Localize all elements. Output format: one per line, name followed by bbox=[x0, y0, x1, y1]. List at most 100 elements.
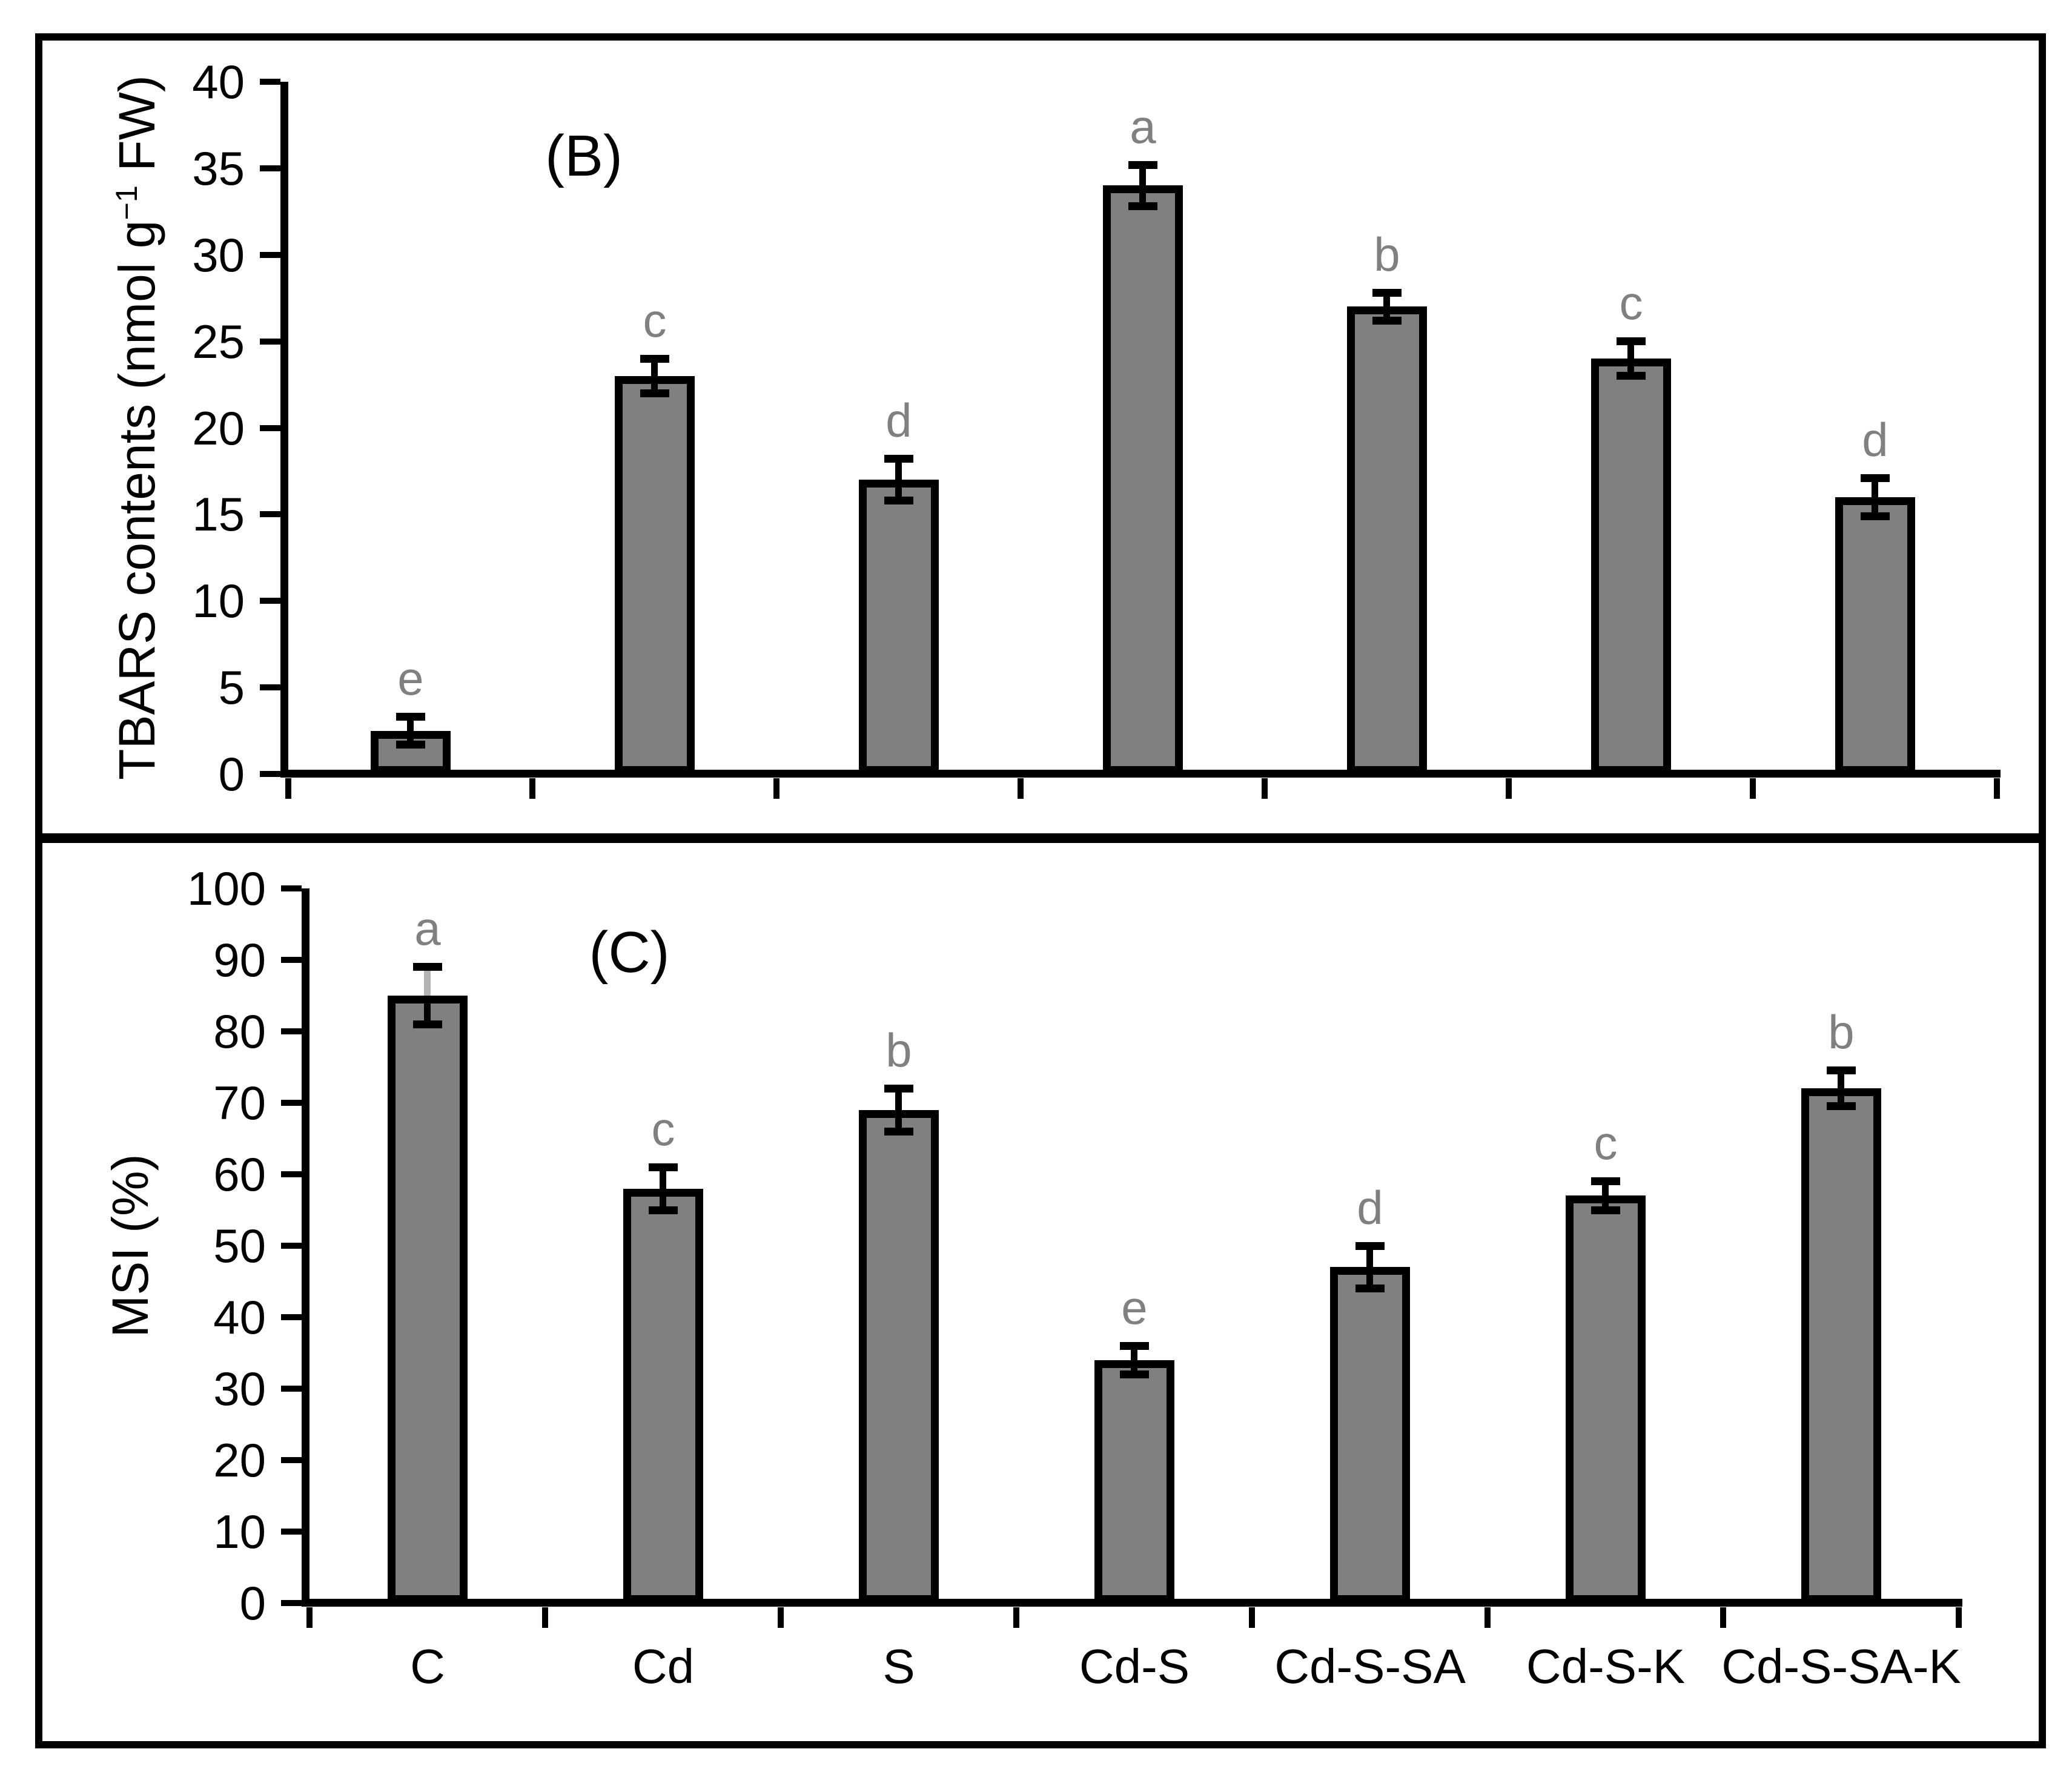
x-axis-category-label: Cd-S-SA bbox=[1274, 1639, 1466, 1693]
error-bar-bottom-cap bbox=[1355, 1284, 1385, 1292]
significance-letter: e bbox=[397, 652, 424, 705]
bar bbox=[1330, 1267, 1410, 1603]
y-axis-tick bbox=[281, 957, 302, 963]
y-axis-tick bbox=[281, 1314, 302, 1320]
error-bar-top-cap bbox=[1617, 337, 1646, 345]
panel-b-label: (B) bbox=[545, 124, 623, 188]
y-axis-tick-label: 40 bbox=[213, 1291, 266, 1344]
bar bbox=[859, 1110, 939, 1603]
bar bbox=[1094, 1360, 1174, 1603]
y-axis-tick bbox=[260, 598, 280, 604]
x-axis-category-label: Cd-S bbox=[1079, 1639, 1190, 1693]
error-bar-upper-whisker bbox=[424, 967, 431, 996]
y-axis-tick-label: 80 bbox=[213, 1005, 266, 1058]
panel-b-y-axis-title-suffix: FW) bbox=[108, 75, 165, 186]
x-axis-tick bbox=[1018, 778, 1024, 799]
x-axis-tick bbox=[1262, 778, 1268, 799]
error-bar-bottom-cap bbox=[640, 389, 669, 397]
significance-letter: c bbox=[643, 294, 667, 347]
error-bar-whisker bbox=[1602, 1182, 1609, 1210]
x-axis-tick bbox=[1956, 1607, 1962, 1628]
error-bar-top-cap bbox=[396, 713, 425, 721]
y-axis-tick bbox=[260, 425, 280, 431]
y-axis-tick-label: 30 bbox=[213, 1362, 266, 1415]
x-axis-tick bbox=[542, 1607, 548, 1628]
y-axis-line bbox=[302, 888, 309, 1603]
y-axis-tick-label: 35 bbox=[192, 142, 245, 195]
y-axis-tick bbox=[281, 1529, 302, 1535]
y-axis-tick-label: 10 bbox=[213, 1505, 266, 1558]
x-axis-tick bbox=[285, 778, 291, 799]
bar bbox=[1103, 185, 1183, 774]
y-axis-tick-label: 40 bbox=[192, 55, 245, 108]
error-bar-bottom-cap bbox=[884, 497, 913, 504]
significance-letter: c bbox=[1619, 276, 1643, 329]
error-bar-bottom-cap bbox=[1372, 317, 1402, 325]
bar bbox=[859, 480, 939, 774]
error-bar-top-cap bbox=[884, 1085, 913, 1093]
significance-letter: d bbox=[885, 394, 912, 447]
significance-letter: c bbox=[1594, 1116, 1618, 1169]
error-bar-bottom-cap bbox=[649, 1206, 678, 1214]
y-axis-tick bbox=[281, 1171, 302, 1177]
y-axis-tick-label: 10 bbox=[192, 574, 245, 627]
error-bar-whisker bbox=[651, 359, 658, 393]
significance-letter: d bbox=[1862, 413, 1888, 466]
error-bar-bottom-cap bbox=[1617, 372, 1646, 380]
y-axis-tick-label: 70 bbox=[213, 1076, 266, 1129]
y-axis-tick bbox=[260, 79, 280, 85]
error-bar-whisker bbox=[895, 459, 902, 501]
y-axis-tick-label: 25 bbox=[192, 315, 245, 368]
y-axis-tick bbox=[281, 1028, 302, 1034]
figure-border bbox=[35, 33, 2046, 1748]
bar bbox=[1591, 359, 1671, 774]
x-axis-tick bbox=[1750, 778, 1756, 799]
error-bar-whisker bbox=[1627, 342, 1634, 376]
y-axis-tick-label: 30 bbox=[192, 228, 245, 282]
significance-letter: a bbox=[414, 902, 441, 955]
error-bar-lower-whisker bbox=[424, 996, 431, 1024]
panel-b-y-axis-title-superscript: −1 bbox=[109, 185, 144, 220]
significance-letter: b bbox=[885, 1023, 912, 1077]
error-bar-top-cap bbox=[1372, 289, 1402, 297]
y-axis-tick bbox=[281, 885, 302, 891]
y-axis-tick bbox=[281, 1243, 302, 1249]
y-axis-tick bbox=[281, 1100, 302, 1106]
panel-divider bbox=[42, 833, 2039, 843]
bar bbox=[1566, 1195, 1646, 1603]
error-bar-bottom-cap bbox=[396, 741, 425, 749]
significance-letter: e bbox=[1121, 1281, 1148, 1334]
x-axis-tick bbox=[306, 1607, 313, 1628]
y-axis-line bbox=[280, 82, 288, 774]
error-bar-whisker bbox=[1872, 478, 1878, 516]
error-bar-whisker bbox=[660, 1167, 666, 1210]
x-axis-category-label: Cd-S-SA-K bbox=[1721, 1639, 1961, 1693]
y-axis-tick-label: 5 bbox=[218, 661, 245, 714]
y-axis-tick bbox=[281, 1600, 302, 1606]
y-axis-tick-label: 0 bbox=[218, 747, 245, 801]
error-bar-whisker bbox=[1131, 1346, 1137, 1374]
y-axis-tick bbox=[260, 511, 280, 517]
bar bbox=[1347, 306, 1427, 774]
error-bar-bottom-cap bbox=[413, 1020, 442, 1028]
y-axis-tick-label: 0 bbox=[239, 1576, 266, 1630]
y-axis-tick-label: 15 bbox=[192, 488, 245, 541]
y-axis-tick-label: 60 bbox=[213, 1148, 266, 1201]
x-axis-category-label: Cd-S-K bbox=[1526, 1639, 1686, 1693]
error-bar-whisker bbox=[1366, 1246, 1373, 1289]
error-bar-whisker bbox=[895, 1088, 902, 1131]
error-bar-bottom-cap bbox=[1827, 1102, 1856, 1110]
y-axis-tick bbox=[281, 1386, 302, 1392]
y-axis-tick bbox=[260, 252, 280, 258]
error-bar-top-cap bbox=[1128, 161, 1157, 169]
x-axis-line bbox=[280, 770, 2001, 778]
error-bar-top-cap bbox=[884, 455, 913, 463]
error-bar-top-cap bbox=[413, 963, 442, 971]
x-axis-tick bbox=[529, 778, 535, 799]
bar bbox=[388, 996, 468, 1603]
error-bar-whisker bbox=[1383, 293, 1390, 321]
x-axis-tick bbox=[1994, 778, 2000, 799]
error-bar-bottom-cap bbox=[1128, 202, 1157, 210]
error-bar-whisker bbox=[1838, 1071, 1844, 1106]
